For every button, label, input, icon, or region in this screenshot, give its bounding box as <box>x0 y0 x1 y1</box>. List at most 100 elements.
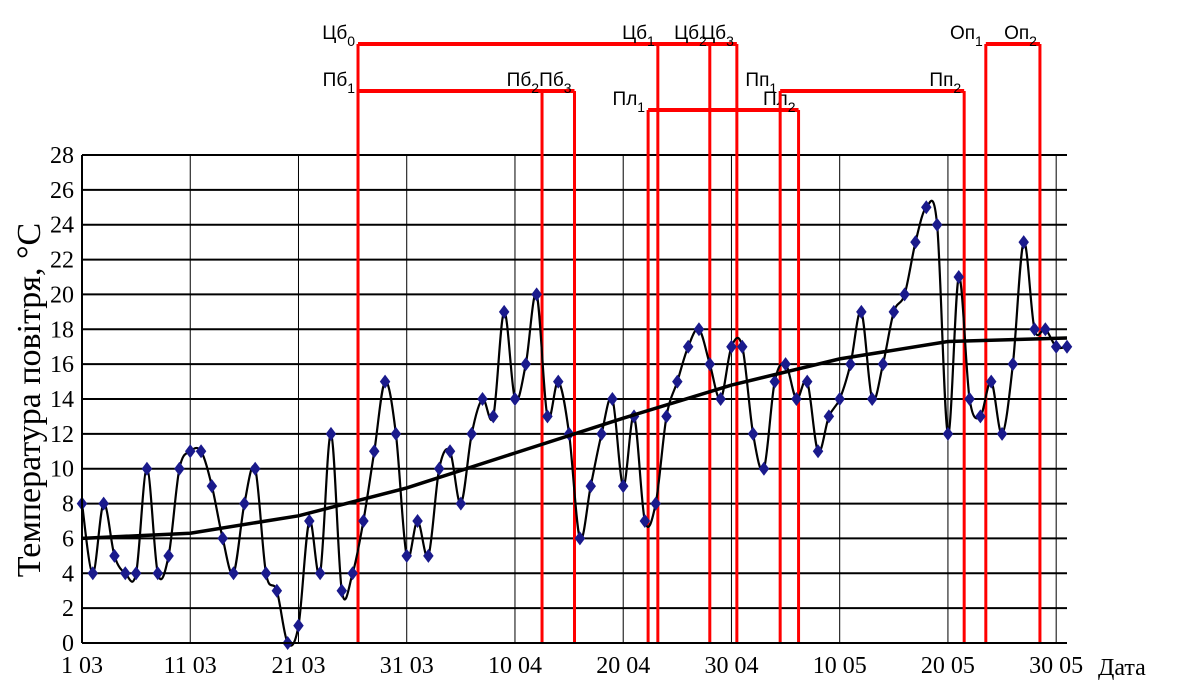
data-point-marker <box>769 374 780 389</box>
data-point-marker <box>390 426 402 441</box>
x-tick-label: 1 03 <box>61 653 103 679</box>
data-point-marker <box>780 357 791 372</box>
phase-label: Пб3 <box>539 70 572 96</box>
data-point-marker <box>433 461 445 476</box>
data-point-marker <box>325 426 337 441</box>
data-point-marker <box>758 461 770 476</box>
data-point-marker <box>942 426 954 441</box>
data-point-marker <box>152 566 164 581</box>
data-point-marker <box>866 392 878 406</box>
phase-label: Пп2 <box>929 70 961 96</box>
data-point-marker <box>1040 322 1051 337</box>
trend-line <box>81 336 1068 541</box>
y-tick-label: 26 <box>50 178 74 204</box>
data-point-marker <box>228 566 239 581</box>
data-point-marker <box>109 548 120 563</box>
y-tick-label: 4 <box>62 561 74 587</box>
x-tick-label: 10 04 <box>488 653 542 679</box>
data-point-marker <box>347 566 358 581</box>
data-point-marker <box>812 444 824 459</box>
data-point-marker <box>217 531 228 546</box>
data-point-marker <box>293 618 304 633</box>
phase-label: Пп1 <box>745 70 777 96</box>
x-axis-label: Дата <box>1098 655 1146 681</box>
phase-label: Цб0 <box>322 23 355 49</box>
x-tick-label: 30 05 <box>1029 653 1083 679</box>
x-tick-label: 10 05 <box>813 653 867 679</box>
data-point-marker <box>801 374 813 389</box>
data-point-marker <box>98 496 109 511</box>
data-point-marker <box>369 444 380 459</box>
data-point-marker <box>1018 235 1029 250</box>
y-tick-label: 18 <box>50 317 74 343</box>
data-point-marker <box>737 339 748 354</box>
data-point-marker <box>910 235 921 250</box>
data-point-marker <box>520 357 532 372</box>
data-point-marker <box>455 496 467 511</box>
y-tick-label: 6 <box>62 526 74 552</box>
data-point-marker <box>672 374 683 389</box>
data-point-marker <box>964 392 975 406</box>
data-point-marker <box>401 548 412 563</box>
data-point-marker <box>466 426 477 441</box>
data-point-marker <box>639 514 651 528</box>
data-point-marker <box>120 566 131 581</box>
data-point-marker <box>953 270 965 284</box>
data-point-marker <box>899 287 910 302</box>
data-point-marker <box>163 548 174 563</box>
data-point-marker <box>498 304 510 319</box>
data-point-marker <box>975 409 986 424</box>
data-point-marker <box>845 357 856 372</box>
phase-label: Цб1 <box>622 23 655 49</box>
data-point-marker <box>888 304 900 319</box>
x-tick-label: 21 03 <box>271 653 325 679</box>
data-point-marker <box>585 479 596 494</box>
x-tick-label: 20 04 <box>596 653 650 679</box>
data-point-marker <box>877 357 889 372</box>
x-tick-label: 11 03 <box>164 653 217 679</box>
data-point-marker <box>596 426 607 441</box>
data-point-marker <box>715 392 726 406</box>
y-tick-label: 0 <box>62 631 74 657</box>
data-point-marker <box>358 514 369 528</box>
data-point-marker <box>184 444 196 459</box>
data-point-marker <box>1061 339 1073 354</box>
data-point-marker <box>1007 357 1019 372</box>
x-tick-label: 30 04 <box>704 653 758 679</box>
data-point-marker <box>249 461 261 476</box>
data-point-marker <box>271 583 283 598</box>
x-tick-label: 20 05 <box>921 653 975 679</box>
phase-label: Цб3 <box>701 23 734 49</box>
data-point-marker <box>1029 322 1040 337</box>
y-tick-label: 14 <box>50 387 74 413</box>
data-point-marker <box>87 566 99 581</box>
data-point-marker <box>531 287 542 302</box>
x-tick-label: 31 03 <box>380 653 434 679</box>
data-point-marker <box>574 531 586 546</box>
data-point-marker <box>921 200 932 215</box>
data-point-marker <box>174 461 185 476</box>
data-point-marker <box>931 217 943 232</box>
phase-label: Пб1 <box>323 70 356 96</box>
data-point-marker <box>823 409 835 424</box>
data-point-marker <box>130 566 142 581</box>
data-point-marker <box>650 496 661 511</box>
series-group <box>76 199 1073 650</box>
data-point-marker <box>314 566 326 581</box>
data-point-marker <box>141 461 153 476</box>
data-point-marker <box>704 357 716 372</box>
phase-label: Пб2 <box>507 70 540 96</box>
data-point-marker <box>195 444 207 459</box>
y-tick-label: 24 <box>50 213 74 239</box>
data-point-marker <box>834 392 845 406</box>
data-point-marker <box>617 479 629 494</box>
y-tick-label: 16 <box>50 352 74 378</box>
y-tick-label: 28 <box>50 143 74 169</box>
data-point-marker <box>336 583 348 598</box>
data-point-marker <box>791 392 802 406</box>
y-tick-label: 22 <box>50 248 74 274</box>
data-point-marker <box>607 392 618 406</box>
phase-label: Пл1 <box>613 89 646 115</box>
data-point-marker <box>423 548 434 563</box>
